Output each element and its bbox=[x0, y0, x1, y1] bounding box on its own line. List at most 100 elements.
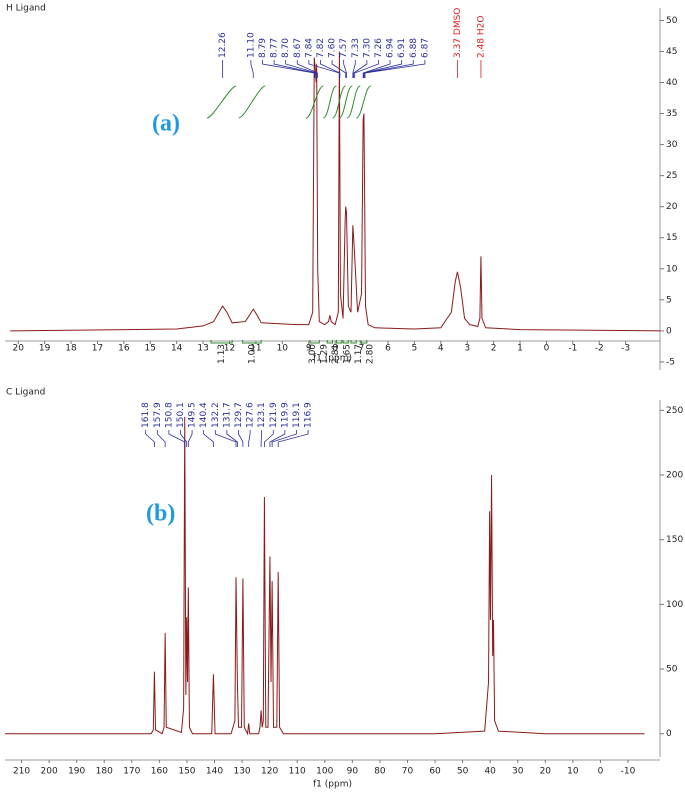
peak-label: 150.1 bbox=[176, 402, 186, 428]
peak-connector bbox=[273, 60, 316, 78]
x-tick-label: 30 bbox=[512, 767, 524, 777]
peak-label: 127.6 bbox=[246, 402, 256, 428]
peak-label: 7.82 bbox=[316, 38, 326, 58]
peak-label: 121.9 bbox=[269, 402, 279, 428]
x-tick-label: 15 bbox=[145, 344, 156, 354]
x-tick-label: 17 bbox=[92, 344, 103, 354]
x-tick-label: 0 bbox=[598, 767, 604, 777]
x-tick-label: -1 bbox=[568, 344, 577, 354]
y-tick-label: 25 bbox=[666, 171, 677, 181]
panel-label: (a) bbox=[152, 111, 180, 137]
x-tick-label: 210 bbox=[13, 767, 30, 777]
peak-label: 6.94 bbox=[386, 38, 396, 58]
x-tick-label: 13 bbox=[197, 344, 208, 354]
y-tick-label: 150 bbox=[666, 535, 683, 545]
x-tick-label: 16 bbox=[118, 344, 130, 354]
peak-label: 6.87 bbox=[420, 38, 430, 58]
x-tick-label: 120 bbox=[261, 767, 278, 777]
peak-connector bbox=[156, 430, 166, 447]
y-tick-label: 10 bbox=[666, 264, 678, 274]
peak-connector bbox=[354, 60, 379, 78]
x-tick-label: 1 bbox=[517, 344, 523, 354]
x-tick-label: -2 bbox=[595, 344, 604, 354]
x-tick-label: 160 bbox=[151, 767, 168, 777]
x-tick-label: 100 bbox=[316, 767, 333, 777]
x-tick-label: 60 bbox=[429, 767, 441, 777]
peak-connector bbox=[331, 60, 347, 78]
x-tick-label: 2 bbox=[491, 344, 497, 354]
peak-label: 2.48 H2O bbox=[476, 16, 486, 58]
x-tick-label: 8 bbox=[332, 344, 338, 354]
x-axis-label: f1 (ppm) bbox=[313, 354, 352, 364]
x-tick-label: 18 bbox=[65, 344, 77, 354]
peak-connector bbox=[352, 60, 356, 78]
integral-curve bbox=[305, 85, 324, 119]
peak-label: 161.8 bbox=[141, 402, 151, 428]
peak-label: 149.5 bbox=[188, 402, 198, 428]
integral-bracket bbox=[359, 340, 368, 344]
integral-bracket bbox=[309, 340, 320, 344]
peak-label: 6.88 bbox=[409, 38, 419, 58]
peak-label: 116.9 bbox=[304, 402, 314, 428]
x-tick-label: 200 bbox=[41, 767, 58, 777]
y-tick-label: 15 bbox=[666, 233, 677, 243]
x-tick-label: 50 bbox=[457, 767, 469, 777]
peak-connector bbox=[238, 430, 244, 447]
peak-connector bbox=[320, 60, 341, 78]
x-tick-label: 6 bbox=[385, 344, 391, 354]
peak-connector bbox=[248, 430, 251, 447]
peak-connector bbox=[187, 430, 193, 447]
spectrum-line bbox=[10, 51, 660, 332]
peak-connector bbox=[269, 430, 286, 447]
peak-connector bbox=[364, 60, 426, 78]
integral-label: 1.29 bbox=[319, 344, 329, 364]
integral-bracket bbox=[326, 340, 333, 344]
y-tick-label: 20 bbox=[666, 202, 678, 212]
integral-label: 1.17 bbox=[354, 344, 364, 364]
x-tick-label: 4 bbox=[438, 344, 444, 354]
peak-label: 7.57 bbox=[339, 38, 349, 58]
x-tick-label: 110 bbox=[289, 767, 306, 777]
x-tick-label: 9 bbox=[306, 344, 312, 354]
peak-label: 7.30 bbox=[362, 38, 372, 58]
peak-label: 3.37 DMSO bbox=[453, 8, 463, 58]
y-tick-label: 45 bbox=[666, 47, 677, 57]
integral-bracket bbox=[335, 340, 343, 344]
peak-label: 6.91 bbox=[397, 38, 407, 58]
x-tick-label: 20 bbox=[540, 767, 552, 777]
integral-label: 1.00 bbox=[247, 344, 257, 364]
spectrum-line bbox=[5, 416, 645, 736]
peak-connector bbox=[271, 430, 297, 447]
y-tick-label: 40 bbox=[666, 78, 678, 88]
integral-curve bbox=[355, 85, 372, 119]
y-tick-label: -5 bbox=[666, 357, 675, 367]
x-tick-label: 10 bbox=[277, 344, 289, 354]
peak-connector bbox=[180, 430, 188, 447]
x-tick-label: 40 bbox=[484, 767, 496, 777]
integral-bracket bbox=[242, 340, 262, 344]
chart-title: H Ligand bbox=[6, 4, 46, 14]
integral-label: 1.65 bbox=[342, 344, 352, 364]
y-tick-label: 35 bbox=[666, 109, 677, 119]
peak-connector bbox=[214, 430, 237, 447]
y-tick-label: 100 bbox=[666, 600, 683, 610]
peak-connector bbox=[260, 430, 263, 447]
x-tick-label: 170 bbox=[123, 767, 140, 777]
peak-connector bbox=[226, 430, 238, 447]
x-tick-label: 0 bbox=[544, 344, 550, 354]
peak-connector bbox=[308, 60, 340, 78]
x-tick-label: 180 bbox=[96, 767, 113, 777]
peak-label: 140.4 bbox=[199, 402, 209, 428]
peak-label: 7.26 bbox=[374, 38, 384, 58]
peak-label: 119.1 bbox=[292, 402, 302, 428]
y-tick-label: 30 bbox=[666, 140, 678, 150]
peak-connector bbox=[296, 60, 318, 78]
x-tick-label: 11 bbox=[250, 344, 261, 354]
peak-label: 7.60 bbox=[328, 38, 338, 58]
y-tick-label: 5 bbox=[666, 295, 672, 305]
peak-connector bbox=[353, 60, 368, 78]
y-tick-label: 0 bbox=[666, 326, 672, 336]
chart-title: C Ligand bbox=[6, 388, 45, 398]
